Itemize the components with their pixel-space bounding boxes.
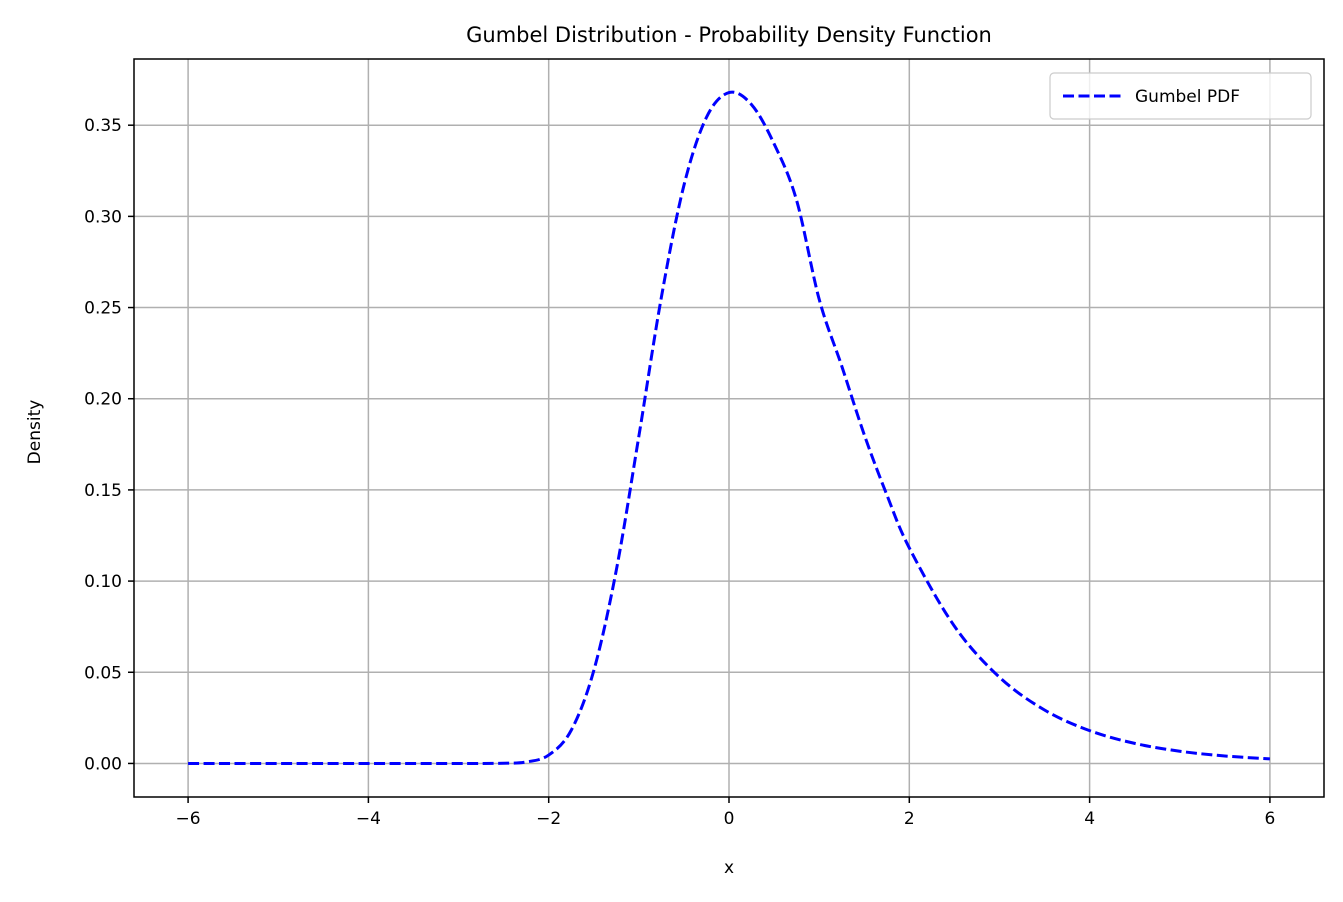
x-tick-label: −2 [536, 809, 561, 829]
x-tick-label: 4 [1084, 809, 1095, 829]
x-tick-label: −4 [356, 809, 381, 829]
x-tick-label: 0 [724, 809, 735, 829]
y-tick-label: 0.05 [84, 663, 122, 683]
y-axis-ticks: 0.00 0.05 0.10 0.15 0.20 0.25 0.30 0.35 [84, 116, 134, 774]
y-tick-label: 0.20 [84, 390, 122, 410]
series-layer [188, 90, 1271, 765]
y-tick-label: 0.25 [84, 299, 122, 319]
y-tick-label: 0.00 [84, 754, 122, 774]
y-tick-label: 0.15 [84, 481, 122, 501]
x-tick-label: −6 [176, 809, 201, 829]
y-tick-label: 0.10 [84, 572, 122, 592]
legend-label-gumbel-pdf: Gumbel PDF [1135, 87, 1240, 107]
series-line-gumbel-pdf [188, 90, 1271, 765]
chart-title: Gumbel Distribution - Probability Densit… [466, 23, 992, 47]
x-axis-label: x [724, 858, 734, 878]
x-tick-label: 6 [1264, 809, 1275, 829]
x-axis-ticks: −6 −4 −2 0 2 4 6 [176, 797, 1275, 829]
legend: Gumbel PDF [1049, 72, 1312, 120]
legend-box [1049, 72, 1312, 120]
x-tick-label: 2 [904, 809, 915, 829]
y-axis-label: Density [25, 400, 45, 465]
y-tick-label: 0.35 [84, 116, 122, 136]
y-tick-label: 0.30 [84, 207, 122, 227]
